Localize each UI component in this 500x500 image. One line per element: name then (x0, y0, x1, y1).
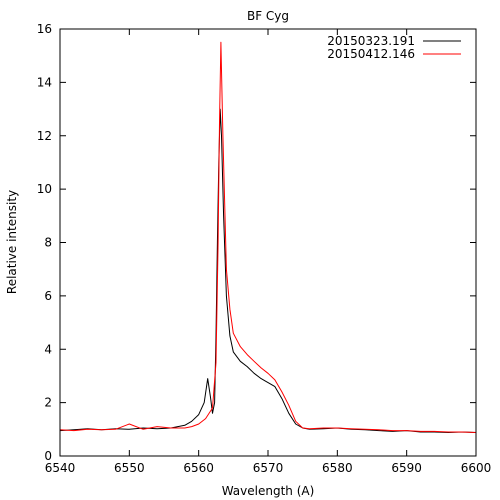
x-tick-label: 6560 (183, 461, 214, 475)
y-tick-label: 12 (37, 129, 52, 143)
y-tick-label: 6 (44, 289, 52, 303)
series-layer (59, 41, 477, 433)
y-tick-label: 10 (37, 182, 52, 196)
axis-ticks: 6540 6550 6560 6570 6580 6590 6600 0 2 4 6 8 10 12 14 1… (37, 22, 492, 475)
x-tick-label: 6540 (45, 461, 76, 475)
x-tick-label: 6580 (322, 461, 353, 475)
y-axis-label: Relative intensity (5, 190, 19, 294)
x-tick-label: 6590 (391, 461, 422, 475)
x-axis-label: Wavelength (A) (222, 484, 315, 498)
chart-title: BF Cyg (247, 9, 289, 23)
series-line-2 (59, 41, 477, 433)
y-tick-label: 2 (44, 396, 52, 410)
legend-label-2: 20150412.146 (327, 47, 415, 61)
legend-label-1: 20150323.191 (327, 34, 415, 48)
plot-frame (59, 28, 477, 457)
x-tick-label: 6550 (114, 461, 145, 475)
y-tick-label: 8 (44, 236, 52, 250)
y-tick-label: 14 (37, 75, 52, 89)
x-tick-label: 6600 (461, 461, 492, 475)
y-tick-label: 0 (44, 449, 52, 463)
y-tick-label: 4 (44, 342, 52, 356)
series-line-1 (59, 108, 477, 433)
x-tick-label: 6570 (253, 461, 284, 475)
y-tick-label: 16 (37, 22, 52, 36)
